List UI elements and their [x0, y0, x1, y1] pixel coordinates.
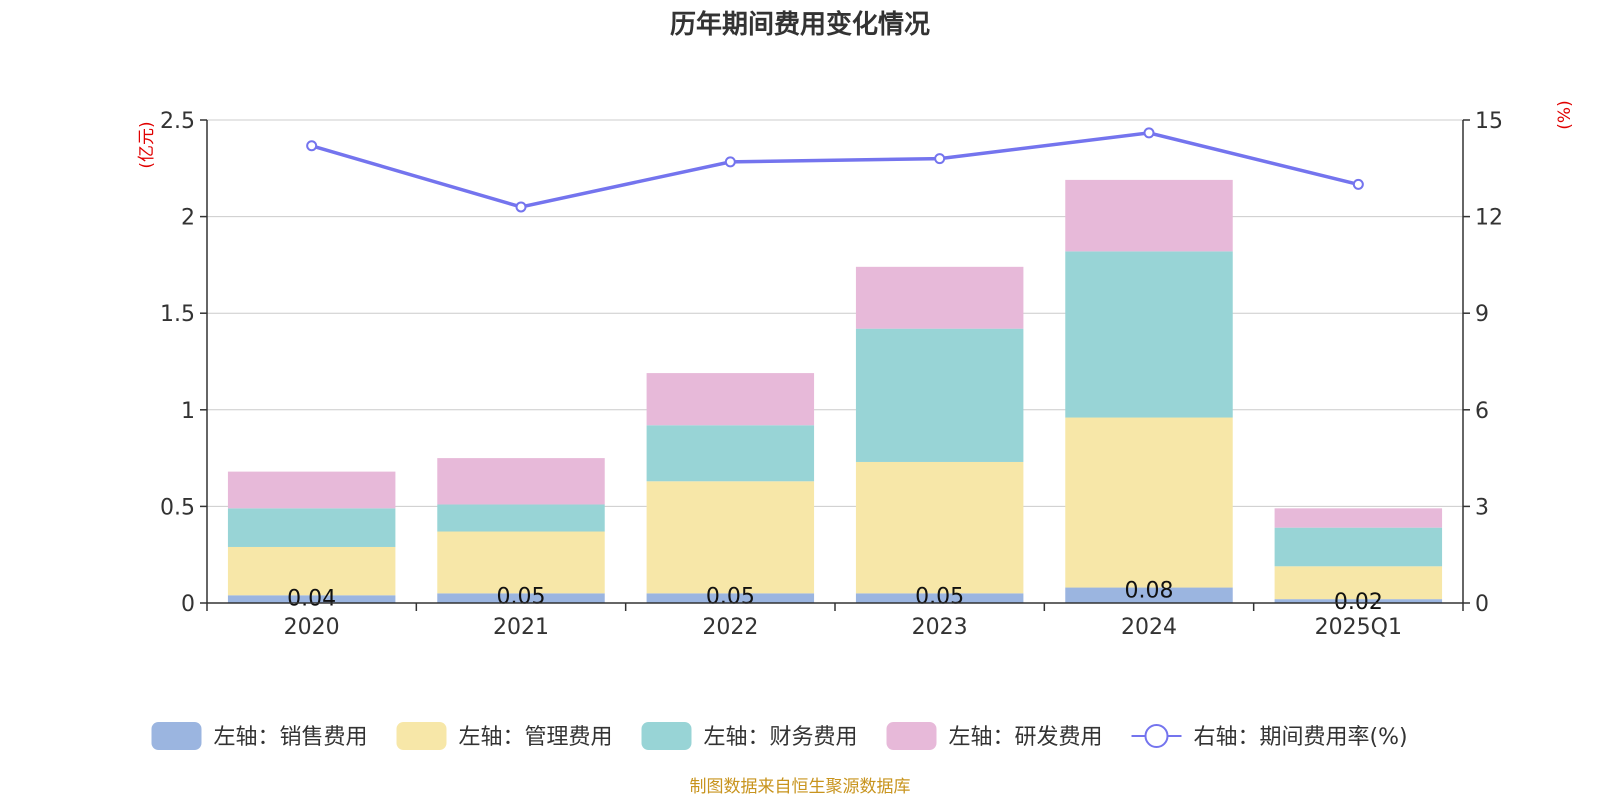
bar-segment-2	[855, 461, 1024, 594]
right-axis-tick-label: 12	[1475, 206, 1503, 231]
left-axis-tick-label: 2	[181, 206, 195, 231]
left-axis-tick-label: 0	[181, 592, 195, 617]
bar-data-label: 0.04	[287, 586, 336, 611]
x-axis-tick-label: 2022	[702, 615, 758, 640]
legend-swatch	[641, 722, 692, 750]
right-axis-tick-label: 15	[1475, 109, 1503, 134]
bar-segment-2	[437, 531, 605, 594]
bar-labels-group: 0.04 0.05 0.05 0.05 0.08 0.02	[287, 579, 1383, 616]
source-note: 制图数据来自恒生聚源数据库	[690, 777, 911, 797]
rate-point	[515, 201, 527, 213]
left-axis-tick-label: 0.5	[160, 495, 195, 520]
x-axis-tick-label: 2025Q1	[1315, 615, 1402, 640]
left-axis-tick-label: 2.5	[160, 109, 195, 134]
bars-group	[227, 179, 1443, 603]
bar-segment-1	[1274, 599, 1443, 603]
x-axis-tick-label: 2023	[912, 615, 968, 640]
bar-segment-2	[1274, 566, 1443, 600]
right-axis-tick-label: 0	[1475, 592, 1489, 617]
bar-segment-4	[227, 471, 396, 509]
legend-label: 左轴：销售费用	[214, 725, 368, 750]
chart-title: 历年期间费用变化情况	[670, 9, 930, 40]
rate-point	[934, 153, 946, 165]
bar-segment-1	[1065, 587, 1233, 603]
legend-label: 左轴：财务费用	[704, 725, 858, 750]
bar-segment-3	[1274, 527, 1443, 567]
legend-label: 左轴：管理费用	[459, 725, 613, 750]
legend-swatch	[396, 722, 447, 750]
axes-group: 0 0.5 1 1.5 2 2.5 0 3 6 9 12 15 2020 2021 2022 2023 2024…	[160, 109, 1503, 640]
legend-marker-icon	[1144, 724, 1169, 748]
right-axis-tick-label: 6	[1475, 399, 1489, 424]
bar-segment-2	[1065, 417, 1233, 588]
bar-segment-4	[1065, 179, 1233, 252]
grid-lines	[207, 119, 1463, 507]
right-axis-tick-label: 9	[1475, 302, 1489, 327]
bar-segment-1	[646, 593, 815, 603]
left-axis-tick-label: 1.5	[160, 302, 195, 327]
right-axis-unit-label: (%)	[1555, 100, 1575, 129]
bar-data-label: 0.08	[1125, 579, 1174, 604]
x-axis-tick-label: 2021	[493, 615, 549, 640]
rate-point	[724, 156, 736, 168]
left-axis-tick-label: 1	[181, 399, 195, 424]
rate-line-group	[306, 127, 1364, 213]
bar-segment-4	[1274, 508, 1443, 528]
bar-data-label: 0.05	[706, 584, 755, 609]
bar-segment-3	[437, 504, 605, 532]
bar-segment-3	[227, 508, 396, 547]
bar-segment-3	[855, 328, 1024, 462]
legend-label: 右轴：期间费用率(%)	[1194, 725, 1408, 750]
bar-segment-4	[646, 373, 815, 426]
legend: 左轴：销售费用 左轴：管理费用 左轴：财务费用 左轴：研发费用 右轴：期间费用率(%)	[151, 722, 1408, 750]
legend-swatch	[151, 722, 202, 750]
bar-data-label: 0.05	[915, 584, 964, 609]
bar-segment-2	[227, 546, 396, 596]
rate-point	[1143, 127, 1155, 139]
bar-segment-4	[437, 458, 605, 505]
bar-segment-1	[227, 595, 396, 603]
x-axis-tick-label: 2020	[284, 615, 340, 640]
bar-segment-4	[855, 266, 1024, 329]
right-axis-tick-label: 3	[1475, 495, 1489, 520]
rate-line	[311, 131, 1359, 209]
bar-data-label: 0.05	[497, 584, 546, 609]
bar-segment-3	[646, 425, 815, 482]
bar-segment-1	[437, 593, 605, 603]
left-axis-unit-label: (亿元)	[137, 121, 157, 168]
bar-segment-2	[646, 481, 815, 594]
legend-label: 左轴：研发费用	[949, 725, 1103, 750]
rate-point	[306, 140, 318, 152]
bar-segment-3	[1065, 251, 1233, 418]
x-axis-tick-label: 2024	[1121, 615, 1177, 640]
legend-swatch	[886, 722, 937, 750]
rate-point	[1352, 178, 1364, 190]
bar-segment-1	[855, 593, 1024, 603]
